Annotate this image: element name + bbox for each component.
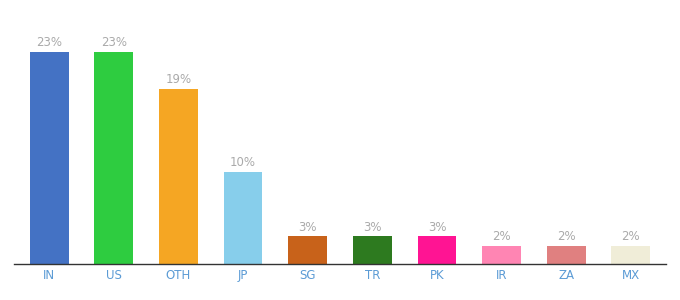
Text: 3%: 3% [428, 220, 446, 233]
Text: 3%: 3% [363, 220, 381, 233]
Bar [95, 52, 133, 264]
Bar [482, 245, 521, 264]
Bar [30, 52, 69, 264]
Bar [547, 245, 585, 264]
Text: 3%: 3% [299, 220, 317, 233]
Text: 23%: 23% [101, 36, 126, 49]
Text: 2%: 2% [492, 230, 511, 243]
Bar [353, 236, 392, 264]
Bar [224, 172, 262, 264]
Text: 2%: 2% [557, 230, 575, 243]
Bar [418, 236, 456, 264]
Text: 23%: 23% [36, 36, 62, 49]
Text: 10%: 10% [230, 156, 256, 169]
Text: 19%: 19% [165, 73, 192, 86]
Bar [611, 245, 650, 264]
Bar [159, 88, 198, 264]
Bar [288, 236, 327, 264]
Text: 2%: 2% [622, 230, 640, 243]
